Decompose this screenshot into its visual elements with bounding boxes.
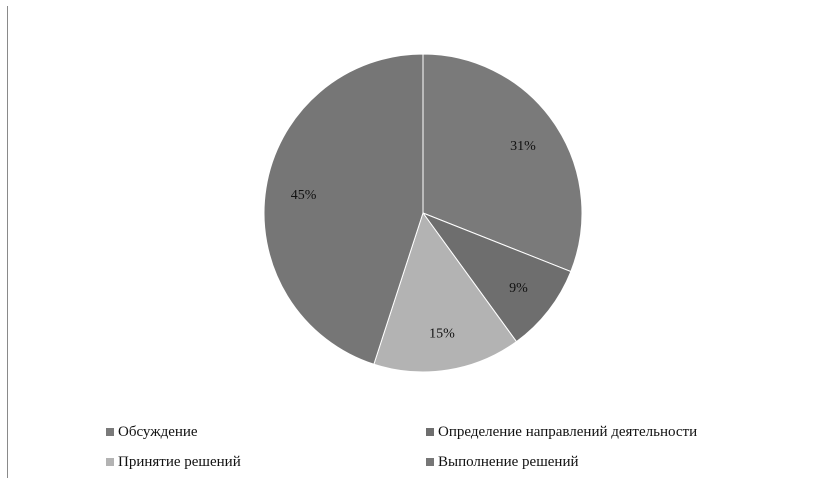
- pie-slice-execution: [263, 53, 424, 365]
- pie-chart-svg: 31% 9% 15% 45%: [263, 53, 583, 373]
- pie-slice-decision: [373, 211, 518, 373]
- legend-label-direction: Определение направлений деятельности: [438, 423, 698, 440]
- legend-label-execution: Выполнение решений: [438, 453, 579, 470]
- pie-slice-direction: [421, 211, 572, 343]
- legend-label-discussion: Обсуждение: [118, 423, 198, 440]
- data-label-decision: 15%: [429, 326, 455, 341]
- legend-item-decision: Принятие решений: [106, 452, 241, 472]
- legend-item-direction: Определение направлений деятельности: [426, 422, 697, 442]
- legend-swatch-decision: [106, 458, 114, 466]
- legend-item-discussion: Обсуждение: [106, 422, 198, 442]
- chart-frame-left-border: [7, 6, 8, 478]
- pie-slice-discussion: [422, 53, 583, 273]
- data-label-execution: 45%: [291, 188, 317, 203]
- data-label-direction: 9%: [509, 281, 528, 296]
- legend-item-execution: Выполнение решений: [426, 452, 579, 472]
- data-label-discussion: 31%: [510, 139, 536, 154]
- legend-swatch-discussion: [106, 428, 114, 436]
- legend-swatch-direction: [426, 428, 434, 436]
- legend-swatch-execution: [426, 458, 434, 466]
- chart-legend: Обсуждение Определение направлений деяте…: [106, 422, 806, 474]
- legend-label-decision: Принятие решений: [118, 453, 241, 470]
